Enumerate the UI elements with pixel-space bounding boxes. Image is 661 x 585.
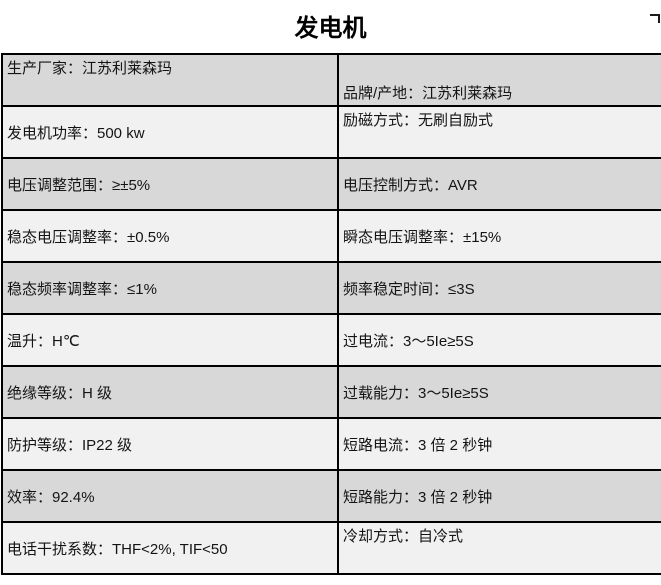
spec-cell-right: 品牌/产地：江苏利莱森玛 xyxy=(337,53,661,107)
spec-cell-right: 电压控制方式：AVR xyxy=(337,157,661,211)
spec-cell-right: 过载能力：3～5Ie≥5S xyxy=(337,365,661,419)
generator-spec-table: 生产厂家：江苏利莱森玛品牌/产地：江苏利莱森玛发电机功率：500 kw 励磁方式：… xyxy=(1,53,661,575)
spec-cell-text: 防护等级：IP22 级 xyxy=(7,436,133,454)
table-row: 绝缘等级：H 级 过载能力：3～5Ie≥5S xyxy=(1,365,661,419)
corner-crop-mark xyxy=(650,14,660,23)
spec-cell-right: 瞬态电压调整率：±15% xyxy=(337,209,661,263)
spec-cell-text: 瞬态电压调整率：±15% xyxy=(343,228,502,246)
spec-cell-text: 品牌/产地：江苏利莱森玛 xyxy=(343,85,513,102)
table-row: 稳态频率调整率：≤1% 频率稳定时间：≤3S xyxy=(1,261,661,315)
spec-cell-left: 绝缘等级：H 级 xyxy=(1,365,339,419)
spec-cell-text: 冷却方式：自冷式 xyxy=(343,528,464,545)
spec-cell-left: 稳态频率调整率：≤1% xyxy=(1,261,339,315)
document-page: 发电机 生产厂家：江苏利莱森玛品牌/产地：江苏利莱森玛发电机功率：500 kw 励… xyxy=(0,14,661,575)
spec-cell-text: 短路能力：3 倍 2 秒钟 xyxy=(343,488,493,506)
spec-cell-right: 冷却方式：自冷式 xyxy=(337,521,661,575)
spec-cell-text: 稳态电压调整率：±0.5% xyxy=(7,228,170,246)
spec-cell-left: 发电机功率：500 kw xyxy=(1,105,339,159)
spec-cell-text: 过电流：3～5Ie≥5S xyxy=(343,332,474,350)
page-title: 发电机 xyxy=(294,16,367,42)
spec-cell-text: 过载能力：3～5Ie≥5S xyxy=(343,384,489,402)
spec-cell-left: 温升：H℃ xyxy=(1,313,339,367)
spec-cell-text: 生产厂家：江苏利莱森玛 xyxy=(7,60,173,77)
table-row: 发电机功率：500 kw 励磁方式：无刷自励式 xyxy=(1,105,661,159)
spec-cell-right: 过电流：3～5Ie≥5S xyxy=(337,313,661,367)
spec-cell-text: 电压调整范围：≥±5% xyxy=(7,176,151,194)
spec-cell-left: 效率：92.4% xyxy=(1,469,339,523)
table-row: 电话干扰系数：THF<2%, TIF<50 冷却方式：自冷式 xyxy=(1,521,661,575)
spec-cell-text: 效率：92.4% xyxy=(7,488,95,506)
spec-cell-text: 励磁方式：无刷自励式 xyxy=(343,112,494,129)
spec-cell-text: 稳态频率调整率：≤1% xyxy=(7,280,157,298)
table-row: 生产厂家：江苏利莱森玛品牌/产地：江苏利莱森玛 xyxy=(1,53,661,107)
spec-cell-text: 发电机功率：500 kw xyxy=(7,124,145,142)
spec-cell-right: 短路电流：3 倍 2 秒钟 xyxy=(337,417,661,471)
spec-cell-left: 生产厂家：江苏利莱森玛 xyxy=(1,53,339,107)
spec-cell-right: 励磁方式：无刷自励式 xyxy=(337,105,661,159)
spec-table-body: 生产厂家：江苏利莱森玛品牌/产地：江苏利莱森玛发电机功率：500 kw 励磁方式：… xyxy=(1,53,661,575)
table-row: 电压调整范围：≥±5% 电压控制方式：AVR xyxy=(1,157,661,211)
spec-cell-text: 电话干扰系数：THF<2%, TIF<50 xyxy=(7,540,228,558)
spec-cell-left: 防护等级：IP22 级 xyxy=(1,417,339,471)
spec-cell-text: 短路电流：3 倍 2 秒钟 xyxy=(343,436,493,454)
spec-cell-left: 电话干扰系数：THF<2%, TIF<50 xyxy=(1,521,339,575)
spec-cell-right: 频率稳定时间：≤3S xyxy=(337,261,661,315)
spec-cell-text: 电压控制方式：AVR xyxy=(343,176,478,194)
spec-cell-right: 短路能力：3 倍 2 秒钟 xyxy=(337,469,661,523)
table-row: 温升：H℃ 过电流：3～5Ie≥5S xyxy=(1,313,661,367)
spec-cell-left: 稳态电压调整率：±0.5% xyxy=(1,209,339,263)
spec-cell-left: 电压调整范围：≥±5% xyxy=(1,157,339,211)
table-row: 防护等级：IP22 级 短路电流：3 倍 2 秒钟 xyxy=(1,417,661,471)
spec-cell-text: 温升：H℃ xyxy=(7,332,80,350)
spec-cell-text: 频率稳定时间：≤3S xyxy=(343,280,475,298)
table-row: 稳态电压调整率：±0.5% 瞬态电压调整率：±15% xyxy=(1,209,661,263)
table-row: 效率：92.4% 短路能力：3 倍 2 秒钟 xyxy=(1,469,661,523)
spec-cell-text: 绝缘等级：H 级 xyxy=(7,384,113,402)
